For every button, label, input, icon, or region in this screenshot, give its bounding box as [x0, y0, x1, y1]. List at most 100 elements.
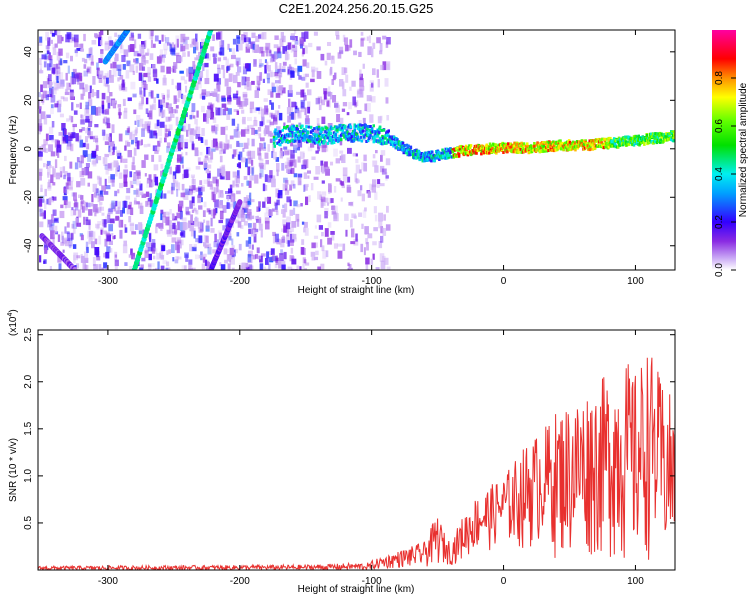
spectrogram-cell: [43, 210, 46, 219]
spectrogram-cell: [212, 249, 218, 254]
spectrogram-signal-cell: [272, 141, 276, 145]
spectrogram-cell: [253, 116, 257, 121]
spectrogram-signal-cell: [303, 138, 307, 142]
spectrogram-cell: [275, 257, 279, 265]
spectrogram-cell: [86, 246, 89, 253]
spectrogram-cell: [163, 193, 167, 199]
spectrogram-cell: [87, 126, 91, 136]
spectrogram-signal-cell: [658, 134, 661, 138]
spectrogram-cell: [236, 61, 239, 67]
spectrogram-signal-cell: [654, 140, 657, 143]
spectrogram-cell: [75, 269, 81, 270]
spectrogram-cell: [304, 262, 310, 266]
spectrogram-cell: [220, 264, 226, 270]
spectrogram-cell: [217, 107, 222, 116]
spectrogram-signal-cell: [600, 141, 603, 145]
spectrogram-cell: [149, 181, 153, 188]
spectrogram-cell: [240, 209, 244, 218]
spectrogram-cell: [367, 191, 371, 198]
spectrogram-signal-cell: [435, 156, 438, 160]
spectrogram-cell: [195, 254, 199, 260]
spectrogram-cell: [275, 210, 279, 216]
spectrogram-signal-cell: [340, 138, 343, 142]
spectrogram-cell: [351, 228, 355, 238]
spectrogram-cell: [254, 228, 259, 233]
spectrogram-cell: [39, 63, 43, 69]
spectrogram-signal-cell: [400, 146, 404, 149]
spectrogram-cell: [225, 125, 228, 131]
spectrogram-cell: [135, 188, 140, 198]
spectrogram-cell: [97, 156, 102, 161]
spectrogram-cell: [106, 246, 111, 253]
spectrogram-cell: [284, 164, 288, 169]
spectrogram-cell: [175, 116, 179, 126]
spectrogram-cell: [73, 252, 79, 261]
spectrogram-cell: [289, 240, 294, 247]
spectrogram-cell: [50, 197, 55, 203]
spectrogram-signal-cell: [434, 154, 437, 158]
spectrogram-cell: [265, 220, 270, 230]
spectrogram-cell: [63, 187, 66, 193]
spectrogram-cell: [60, 204, 64, 209]
spectrogram-cell: [327, 91, 331, 97]
spectrogram-cell: [218, 219, 224, 224]
spectrogram-signal-cell: [396, 142, 399, 146]
spectrogram-signal-cell: [526, 142, 529, 146]
spectrogram-cell: [60, 84, 64, 89]
spectrogram-cell: [246, 209, 252, 216]
spectrogram-cell: [241, 76, 247, 86]
spectrogram-cell: [260, 229, 263, 238]
spectrogram-cell: [380, 235, 384, 243]
spectrogram-cell: [62, 238, 65, 245]
spectrogram-cell: [284, 190, 290, 196]
spectrogram-cell: [94, 247, 100, 256]
spectrogram-signal-cell: [613, 142, 617, 146]
spectrogram-signal-cell: [457, 153, 461, 157]
spectrogram-signal-cell: [668, 132, 671, 136]
spectrogram-signal-cell: [352, 139, 356, 143]
spectrogram-cell: [49, 266, 52, 270]
spectrogram-cell: [341, 108, 346, 112]
spectrogram-cell: [283, 252, 287, 260]
spectrogram-cell: [232, 48, 236, 55]
spectrogram-cell: [364, 207, 367, 212]
spectrogram-cell: [138, 62, 144, 71]
spectrogram-signal-cell: [368, 136, 371, 139]
spectrogram-cell: [102, 109, 106, 115]
spectrogram-cell: [215, 179, 219, 187]
spectrogram-signal-cell: [284, 126, 288, 130]
spectrogram-cell: [258, 218, 262, 223]
spectrogram-cell: [211, 126, 217, 134]
spectrogram-cell: [245, 129, 250, 134]
spectrogram-cell: [49, 59, 53, 68]
spectrogram-cell: [340, 181, 344, 186]
spectrogram-cell: [292, 207, 296, 216]
spectrogram-cell: [173, 62, 178, 69]
spectrogram-cell: [293, 200, 298, 207]
spectrogram-cell: [294, 107, 300, 114]
spectrogram-cell: [232, 38, 237, 45]
spectrogram-cell: [224, 107, 229, 111]
spectrogram-signal-cell: [514, 145, 518, 149]
spectrogram-cell: [316, 118, 320, 126]
spectrogram-cell: [187, 51, 190, 57]
spectrogram-signal-cell: [657, 132, 660, 136]
snr-y-tick-label: 1.0: [23, 468, 34, 482]
spectrogram-cell: [176, 158, 181, 163]
spectrogram-signal-cell: [632, 136, 635, 140]
spectrogram-cell: [86, 143, 90, 150]
spectrogram-cell: [39, 70, 44, 74]
spectrogram-cell: [268, 209, 273, 217]
spectrogram-cell: [69, 161, 73, 169]
spectrogram-cell: [192, 202, 195, 207]
spectrogram-cell: [365, 238, 369, 245]
spectrogram-cell: [176, 189, 179, 197]
spectrogram-cell: [306, 62, 310, 69]
spectrogram-cell: [160, 99, 165, 108]
spectrogram-cell: [184, 142, 188, 149]
spectrogram-cell: [69, 91, 75, 100]
spectrogram-cell: [288, 64, 292, 70]
spectrogram-cell: [73, 209, 77, 216]
spectrogram-signal-cell: [408, 148, 412, 151]
spectrogram-cell: [182, 221, 187, 231]
